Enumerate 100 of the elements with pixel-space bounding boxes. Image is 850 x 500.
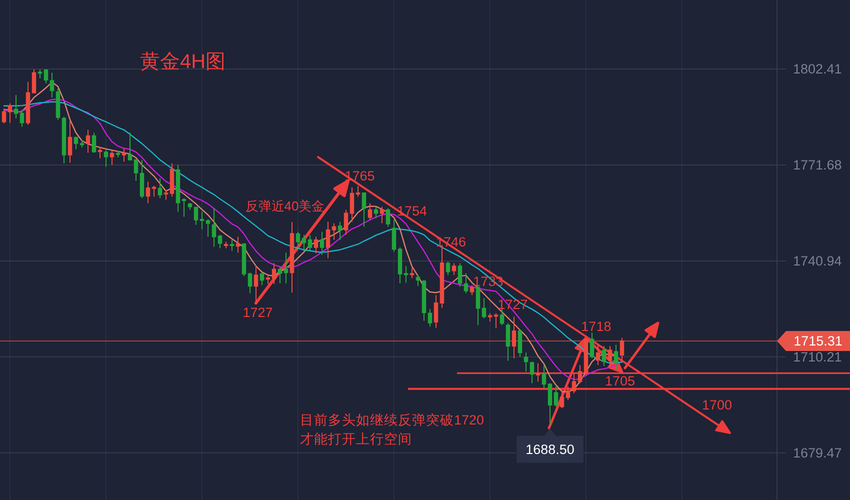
annotation: 1754 [396,204,428,218]
text: 黄金4H图 [140,51,226,73]
candlestick [140,159,144,199]
annotation: 1718 [581,319,612,334]
candlestick [302,234,306,252]
y-tick-label: 1710.21 [793,349,842,364]
candlestick [92,132,96,154]
candlestick [380,206,384,224]
candlestick [560,390,564,409]
annotation: 目前多头如继续反弹突破1720 [300,412,484,428]
candlestick [224,241,228,249]
candlestick [266,276,270,284]
candlestick [26,81,30,126]
candlestick [44,68,48,84]
candlestick [344,209,348,236]
candlestick [20,109,24,128]
candlestick [530,361,534,384]
candlestick [200,211,204,230]
candlestick [110,150,114,166]
annotation: 才能打开上行空间 [300,432,412,446]
candlestick [290,222,294,294]
annotation: 反弹近40美金 [245,198,325,214]
candlestick [434,294,438,328]
candlestick [350,186,354,222]
candlestick [398,246,402,284]
candlestick [74,136,78,150]
y-tick-label: 1740.94 [793,253,842,268]
candlestick [506,322,510,362]
candlestick [248,272,252,294]
candlestick [386,208,390,228]
candlestick [392,219,396,252]
candlestick [368,202,372,220]
candlestick [62,116,66,164]
ref-line-label: 1705 [604,374,636,389]
y-tick-label: 1802.41 [793,61,842,76]
candlestick [254,264,258,305]
candlestick [596,344,600,366]
candlestick [122,148,126,162]
candlestick [416,274,420,287]
candlestick [134,158,138,182]
candlestick [494,312,498,329]
candlestick [476,286,480,326]
candlestick [38,68,42,79]
candlestick [482,298,486,319]
candlestick [536,362,540,382]
candlestick [590,332,594,359]
candlestick [446,261,450,276]
candlestick [278,266,282,284]
candlestick [356,185,360,198]
candlestick [158,178,162,199]
candlestick [608,346,612,368]
candlestick [50,72,54,98]
candlestick [242,243,246,277]
candlestick [116,150,120,158]
candlestick [362,192,366,228]
candlestick [296,231,300,248]
candlestick [488,312,492,322]
candlestick [164,189,168,200]
candlestick [2,108,6,124]
candlestick [500,308,504,326]
candlestick [458,262,462,288]
candlestick [176,164,180,212]
candlestick [86,129,90,154]
candlestick [206,218,210,238]
candlestick [338,221,342,240]
candlestick [524,352,528,372]
candlestick [272,262,276,284]
annotation: 1727 [242,304,273,320]
candlestick [572,372,576,394]
candlestick [80,139,84,148]
candlestick [8,102,12,124]
candlestick [68,120,72,164]
candlestick [542,364,546,389]
candlestick [578,364,582,384]
candlestick [326,221,330,259]
candlestick [56,88,60,120]
candlestick [104,149,108,168]
candlestick [14,94,18,119]
candlestick [452,262,456,276]
candlestick [614,344,618,371]
y-tick-label: 1771.68 [793,157,842,172]
y-tick-label: 1679.47 [793,445,842,460]
annotation: 1688.50 [526,442,574,458]
candlestick [194,206,198,226]
candlestick [422,280,426,322]
candlestick [230,239,234,252]
candlestick [464,272,468,294]
candlestick [320,231,324,256]
candlestick [170,162,174,198]
candlestick [554,386,558,408]
candlestick [518,330,522,358]
candlestick [410,268,414,279]
candlestick [218,234,222,249]
candlestick [332,222,336,240]
candlestick [32,68,36,94]
candlestick [188,202,192,210]
candlestick [602,346,606,367]
candlestick [284,252,288,284]
candlestick [146,181,150,204]
candlestick [236,236,240,254]
